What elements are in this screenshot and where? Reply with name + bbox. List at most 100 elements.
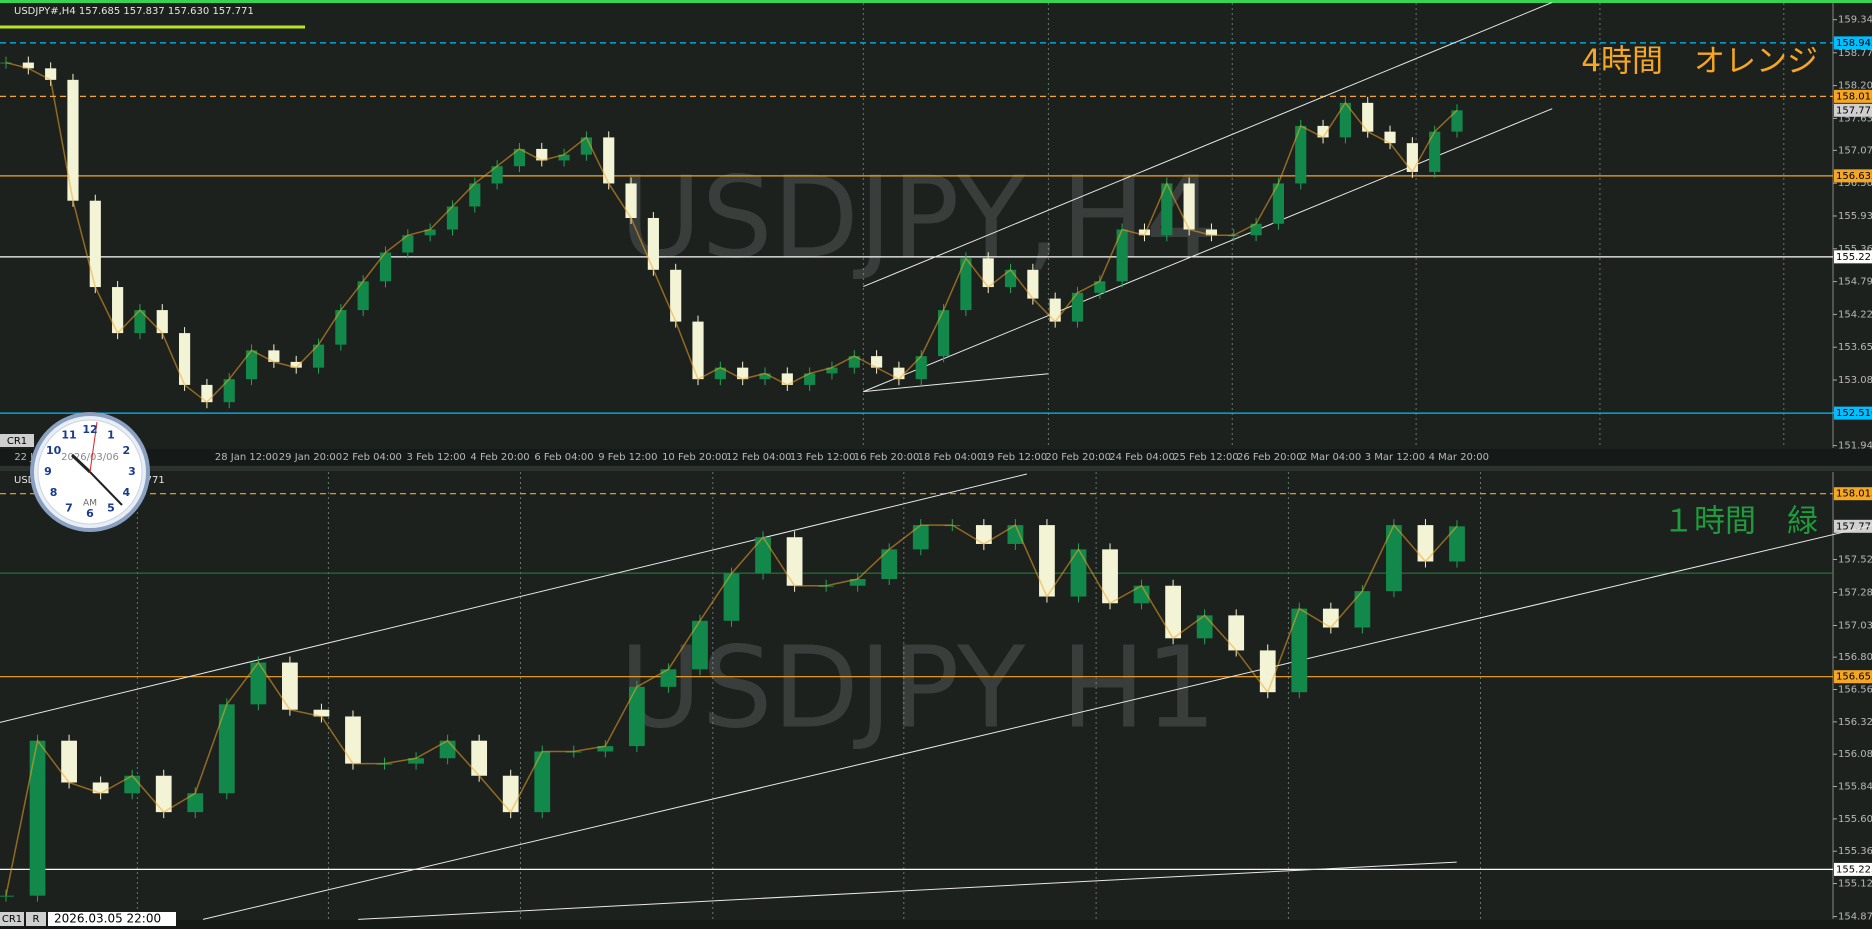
candle-body — [89, 200, 101, 288]
clock-numeral: 9 — [44, 465, 52, 478]
candle-body — [536, 148, 548, 161]
footer: CR1 CR1 R 2026.03.05 22:00 — [0, 434, 176, 926]
candle-body — [1094, 281, 1106, 293]
candle-body — [1027, 269, 1039, 299]
close-line — [5, 523, 1458, 896]
candle-body — [513, 148, 526, 167]
candle-body — [245, 350, 258, 380]
candle-body — [737, 367, 749, 380]
candle-body — [1165, 585, 1181, 639]
candle-body — [982, 258, 994, 288]
candle-body — [1133, 585, 1150, 604]
candle-body — [112, 287, 124, 334]
clock-numeral: 8 — [50, 486, 58, 499]
candle-body — [714, 367, 726, 380]
candle-body — [1004, 269, 1017, 288]
trend-line — [863, 373, 1049, 393]
candle-body — [201, 384, 213, 403]
y-tick-label: 156.320 — [1838, 717, 1872, 728]
y-tick-label: 155.360 — [1838, 846, 1872, 857]
level-label: 155.225 — [1836, 252, 1872, 263]
candle-body — [290, 361, 302, 368]
candle-body — [179, 333, 191, 385]
tag: R — [33, 914, 40, 925]
candle-body — [1362, 102, 1374, 132]
candle-body — [250, 662, 267, 705]
chart-title: USDJPY#,H4 157.685 157.837 157.630 157.7… — [14, 6, 254, 17]
candle-body — [1161, 183, 1173, 236]
panel-separator — [0, 466, 1872, 471]
candle-body — [786, 537, 803, 586]
time-axis-top — [0, 449, 1872, 467]
level-tag — [1834, 103, 1872, 117]
trend-line — [202, 524, 1872, 920]
candle-body — [92, 782, 109, 794]
clock-ampm: AM — [83, 499, 97, 509]
x-tick-label: 22 Jan — [14, 452, 45, 463]
x-tick-label: 3 Mar 12:00 — [1365, 452, 1425, 463]
y-tick-label: 153.085 — [1838, 375, 1872, 386]
candle-body — [187, 793, 204, 813]
x-tick-label: 6 Feb 04:00 — [534, 452, 593, 463]
candle-body — [1384, 131, 1396, 144]
candle-body — [218, 704, 235, 794]
clock-date: 2026/03/06 — [61, 452, 119, 463]
candle-body — [603, 137, 615, 184]
level-label: 158.013 — [1836, 489, 1872, 500]
candle-body — [975, 525, 992, 544]
candle-body — [408, 758, 424, 764]
candle-body — [1295, 125, 1307, 184]
y-tick-label: 157.630 — [1838, 113, 1872, 124]
candle-body — [1354, 591, 1371, 628]
candle-body — [534, 751, 551, 813]
level-label: 157.771 — [1836, 105, 1872, 116]
candle-body — [692, 620, 708, 670]
tag-box — [0, 912, 24, 926]
clock-numeral: 10 — [46, 444, 62, 457]
trend-line — [358, 861, 1457, 920]
level-tag — [1834, 862, 1872, 876]
trend-line — [0, 473, 1027, 723]
x-tick-label: 24 Feb 04:00 — [1109, 452, 1175, 463]
candle-body — [1417, 525, 1434, 562]
candle-body — [424, 229, 436, 236]
level-tag — [1834, 670, 1872, 684]
candle-body — [61, 740, 77, 783]
level-tag — [1834, 36, 1872, 50]
candle-body — [670, 269, 682, 322]
clock-numeral: 7 — [65, 501, 73, 514]
x-tick-label: 4 Mar 20:00 — [1429, 452, 1489, 463]
y-tick-label: 153.655 — [1838, 342, 1872, 353]
y-tick-label: 154.225 — [1838, 309, 1872, 320]
candle-body — [1071, 292, 1084, 322]
candle-body — [1196, 615, 1213, 639]
y-tick-label: 156.560 — [1838, 685, 1872, 696]
y-tick-label: 156.080 — [1838, 749, 1872, 760]
candle-body — [848, 356, 860, 368]
annotation: １時間 緑 — [1663, 504, 1818, 540]
tag-box — [0, 434, 34, 447]
x-tick-label: 29 Jan 20:00 — [279, 452, 342, 463]
trend-line — [863, 1, 1553, 288]
candle-body — [580, 137, 592, 155]
clock-numeral: 5 — [107, 501, 115, 514]
candle-body — [67, 79, 79, 201]
clock-numeral: 1 — [107, 429, 115, 442]
level-label: 158.013 — [1836, 91, 1872, 102]
y-tick-label: 157.075 — [1838, 145, 1872, 156]
y-tick-label: 158.200 — [1838, 81, 1872, 92]
candle-body — [628, 686, 645, 747]
candle-body — [692, 321, 704, 380]
candle-body — [1102, 549, 1118, 604]
candle-body — [1386, 525, 1402, 592]
x-tick-label: 13 Feb 12:00 — [790, 452, 856, 463]
candle-body — [937, 310, 950, 357]
x-tick-label: 19 Feb 12:00 — [981, 452, 1047, 463]
candle-body — [558, 154, 570, 161]
clock-numeral: 6 — [86, 507, 94, 520]
close-line — [5, 61, 1458, 404]
candle-body — [1272, 183, 1284, 224]
